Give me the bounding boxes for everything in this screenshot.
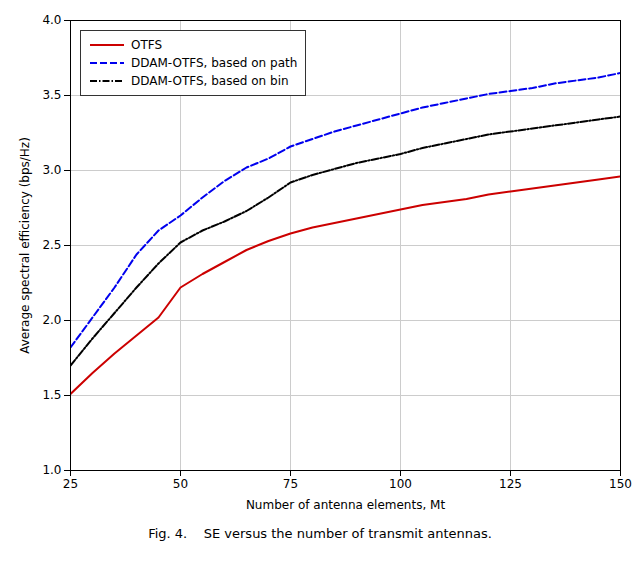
html-text:OTFS: OTFS <box>131 38 163 52</box>
svg-text:125: 125 <box>499 477 522 491</box>
svg-text:2.0: 2.0 <box>42 313 61 327</box>
html-text:Fig. 4. SE versus the number o: Fig. 4. SE versus the number of transmit… <box>148 526 492 541</box>
html-text:DDAM-OTFS, based on bin: DDAM-OTFS, based on bin <box>131 74 289 88</box>
html-text:DDAM-OTFS, based on path: DDAM-OTFS, based on path <box>131 56 298 70</box>
svg-text:1.0: 1.0 <box>42 463 61 477</box>
svg-text:2.5: 2.5 <box>42 238 61 252</box>
svg-text:50: 50 <box>173 477 188 491</box>
svg-text:Number of antenna elements, Mt: Number of antenna elements, Mt <box>246 498 446 512</box>
svg-text:4.0: 4.0 <box>42 13 61 27</box>
svg-text:3.0: 3.0 <box>42 163 61 177</box>
svg-text:1.5: 1.5 <box>42 388 61 402</box>
svg-text:150: 150 <box>609 477 632 491</box>
svg-text:Average spectral efficiency (b: Average spectral efficiency (bps/Hz) <box>18 137 32 354</box>
svg-text:100: 100 <box>389 477 412 491</box>
svg-text:25: 25 <box>63 477 78 491</box>
svg-text:75: 75 <box>283 477 298 491</box>
svg-text:3.5: 3.5 <box>42 88 61 102</box>
